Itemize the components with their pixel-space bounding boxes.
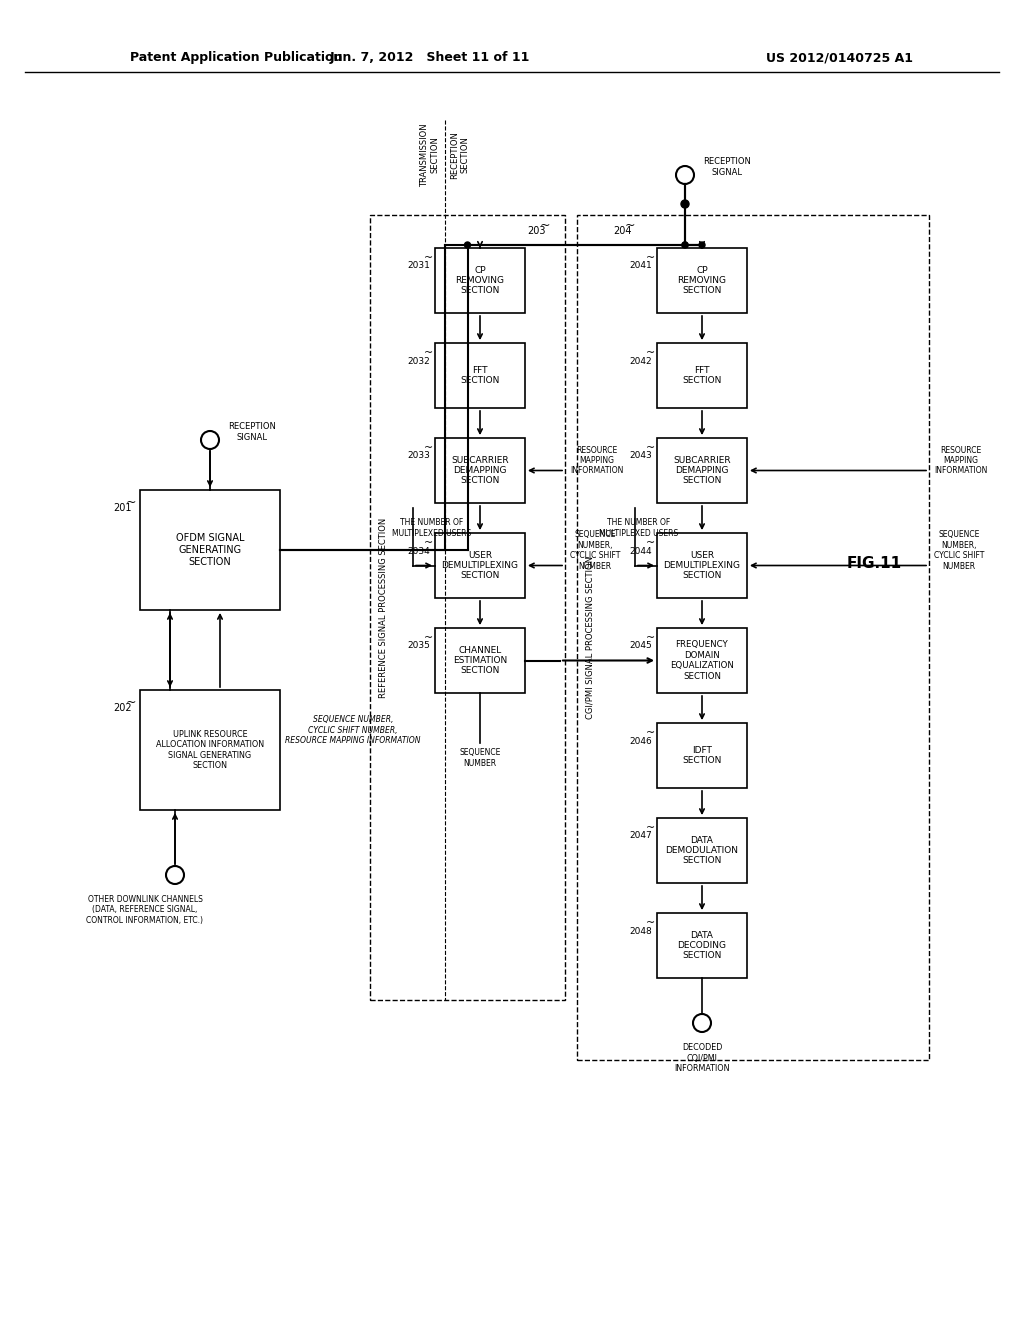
Text: ~: ~ xyxy=(540,219,550,231)
Text: SEQUENCE
NUMBER,
CYCLIC SHIFT
NUMBER: SEQUENCE NUMBER, CYCLIC SHIFT NUMBER xyxy=(934,531,984,570)
Text: FIG.11: FIG.11 xyxy=(847,556,901,570)
Text: ~: ~ xyxy=(646,634,655,643)
Text: OTHER DOWNLINK CHANNELS
(DATA, REFERENCE SIGNAL,
CONTROL INFORMATION, ETC.): OTHER DOWNLINK CHANNELS (DATA, REFERENCE… xyxy=(86,895,204,925)
Text: UPLINK RESOURCE
ALLOCATION INFORMATION
SIGNAL GENERATING
SECTION: UPLINK RESOURCE ALLOCATION INFORMATION S… xyxy=(156,730,264,770)
Text: 203: 203 xyxy=(527,226,546,236)
Bar xyxy=(435,248,525,313)
Text: ~: ~ xyxy=(424,444,433,453)
Text: CP
REMOVING
SECTION: CP REMOVING SECTION xyxy=(678,265,726,296)
Bar xyxy=(435,438,525,503)
Text: ~: ~ xyxy=(646,822,655,833)
Text: 2044: 2044 xyxy=(630,546,652,556)
Circle shape xyxy=(465,242,470,248)
Text: ~: ~ xyxy=(126,696,136,709)
Bar xyxy=(435,343,525,408)
Text: 2035: 2035 xyxy=(408,642,430,651)
Bar xyxy=(435,533,525,598)
Text: ~: ~ xyxy=(646,348,655,358)
Text: SUBCARRIER
DEMAPPING
SECTION: SUBCARRIER DEMAPPING SECTION xyxy=(673,455,731,486)
Bar xyxy=(657,343,746,408)
Text: USER
DEMULTIPLEXING
SECTION: USER DEMULTIPLEXING SECTION xyxy=(441,550,518,581)
Bar xyxy=(140,490,280,610)
Text: IDFT
SECTION: IDFT SECTION xyxy=(682,746,722,766)
Text: Patent Application Publication: Patent Application Publication xyxy=(130,51,342,65)
Text: ~: ~ xyxy=(424,539,433,548)
Text: 2043: 2043 xyxy=(630,451,652,461)
Bar xyxy=(657,913,746,978)
Circle shape xyxy=(682,242,688,248)
Text: DECODED
CQI/PMI
INFORMATION: DECODED CQI/PMI INFORMATION xyxy=(674,1043,730,1073)
Bar xyxy=(657,628,746,693)
Text: ~: ~ xyxy=(424,634,433,643)
Text: US 2012/0140725 A1: US 2012/0140725 A1 xyxy=(767,51,913,65)
Text: SEQUENCE
NUMBER: SEQUENCE NUMBER xyxy=(460,748,501,768)
Bar xyxy=(435,628,525,693)
Text: 2042: 2042 xyxy=(630,356,652,366)
Text: RECEPTION
SIGNAL: RECEPTION SIGNAL xyxy=(228,422,275,442)
Text: FREQUENCY
DOMAIN
EQUALIZATION
SECTION: FREQUENCY DOMAIN EQUALIZATION SECTION xyxy=(670,640,734,681)
Text: THE NUMBER OF
MULTIPLEXED USERS: THE NUMBER OF MULTIPLEXED USERS xyxy=(392,519,471,537)
Bar xyxy=(577,215,929,1060)
Text: ~: ~ xyxy=(625,219,635,231)
Text: ~: ~ xyxy=(424,348,433,358)
Text: SEQUENCE
NUMBER,
CYCLIC SHIFT
NUMBER: SEQUENCE NUMBER, CYCLIC SHIFT NUMBER xyxy=(570,531,621,570)
Text: RESOURCE
MAPPING
INFORMATION: RESOURCE MAPPING INFORMATION xyxy=(570,446,624,475)
Text: ~: ~ xyxy=(646,539,655,548)
Text: ~: ~ xyxy=(646,253,655,263)
Text: CGI/PMI SIGNAL PROCESSING SECTION: CGI/PMI SIGNAL PROCESSING SECTION xyxy=(586,556,595,719)
Text: 2047: 2047 xyxy=(630,832,652,841)
Bar xyxy=(657,533,746,598)
Text: REFERENCE SIGNAL PROCESSING SECTION: REFERENCE SIGNAL PROCESSING SECTION xyxy=(379,517,387,698)
Text: Jun. 7, 2012   Sheet 11 of 11: Jun. 7, 2012 Sheet 11 of 11 xyxy=(330,51,530,65)
Bar xyxy=(657,438,746,503)
Circle shape xyxy=(681,201,689,209)
Circle shape xyxy=(682,242,688,248)
Text: RECEPTION
SECTION: RECEPTION SECTION xyxy=(451,131,470,180)
Text: ~: ~ xyxy=(646,729,655,738)
Text: 2031: 2031 xyxy=(408,261,430,271)
Text: THE NUMBER OF
MULTIPLEXED USERS: THE NUMBER OF MULTIPLEXED USERS xyxy=(599,519,678,537)
Text: SUBCARRIER
DEMAPPING
SECTION: SUBCARRIER DEMAPPING SECTION xyxy=(452,455,509,486)
Text: RECEPTION
SIGNAL: RECEPTION SIGNAL xyxy=(703,157,751,177)
Bar xyxy=(140,690,280,810)
Text: ~: ~ xyxy=(646,444,655,453)
Text: 201: 201 xyxy=(114,503,132,513)
Text: FFT
SECTION: FFT SECTION xyxy=(461,366,500,385)
Text: 202: 202 xyxy=(114,704,132,713)
Bar xyxy=(657,723,746,788)
Text: FFT
SECTION: FFT SECTION xyxy=(682,366,722,385)
Text: 2046: 2046 xyxy=(630,737,652,746)
Text: 2033: 2033 xyxy=(408,451,430,461)
Text: RESOURCE
MAPPING
INFORMATION: RESOURCE MAPPING INFORMATION xyxy=(934,446,987,475)
Bar xyxy=(657,248,746,313)
Text: ~: ~ xyxy=(646,917,655,928)
Text: 2032: 2032 xyxy=(408,356,430,366)
Text: CP
REMOVING
SECTION: CP REMOVING SECTION xyxy=(456,265,505,296)
Bar xyxy=(657,818,746,883)
Text: DATA
DECODING
SECTION: DATA DECODING SECTION xyxy=(678,931,726,961)
Text: TRANSMISSION
SECTION: TRANSMISSION SECTION xyxy=(420,123,439,187)
Text: USER
DEMULTIPLEXING
SECTION: USER DEMULTIPLEXING SECTION xyxy=(664,550,740,581)
Circle shape xyxy=(699,242,705,248)
Text: 2045: 2045 xyxy=(630,642,652,651)
Text: ~: ~ xyxy=(126,495,136,508)
Text: ~: ~ xyxy=(424,253,433,263)
Text: 2041: 2041 xyxy=(630,261,652,271)
Text: 204: 204 xyxy=(612,226,631,236)
Text: SEQUENCE NUMBER,
CYCLIC SHIFT NUMBER,
RESOURCE MAPPING INFORMATION: SEQUENCE NUMBER, CYCLIC SHIFT NUMBER, RE… xyxy=(285,715,421,744)
Text: CHANNEL
ESTIMATION
SECTION: CHANNEL ESTIMATION SECTION xyxy=(453,645,507,676)
Text: 2034: 2034 xyxy=(408,546,430,556)
Text: OFDM SIGNAL
GENERATING
SECTION: OFDM SIGNAL GENERATING SECTION xyxy=(176,533,245,566)
Bar xyxy=(370,215,565,1001)
Text: 2048: 2048 xyxy=(630,927,652,936)
Text: DATA
DEMODULATION
SECTION: DATA DEMODULATION SECTION xyxy=(666,836,738,866)
